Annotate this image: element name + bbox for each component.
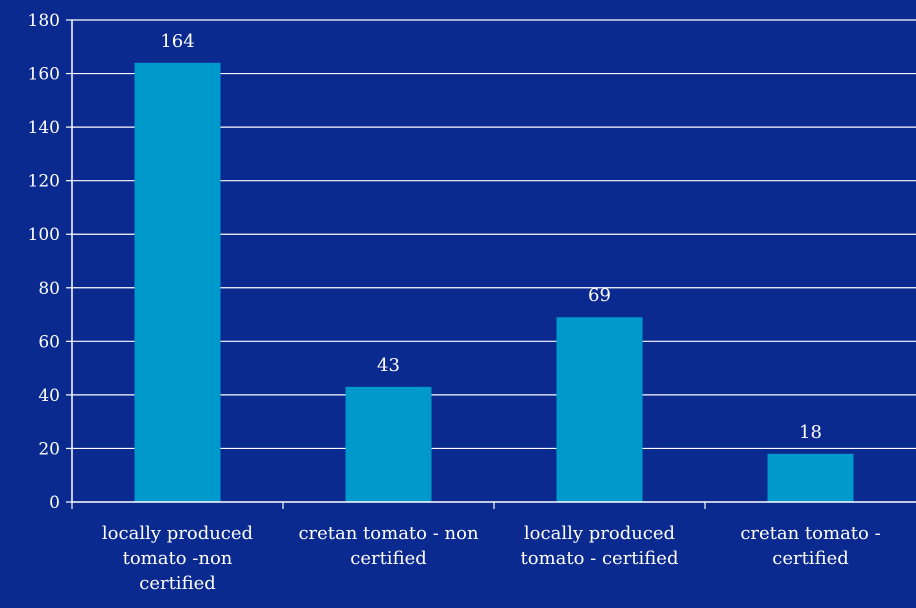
y-tick-label-40: 40 — [38, 386, 60, 406]
category-label-0: locally produced tomato -non certified — [102, 523, 253, 594]
category-label-0-line-0: locally produced — [102, 523, 253, 544]
labels: 0 20 40 60 80 100 120 140 160 180 164 locally produ… — [28, 11, 881, 594]
category-label-0-line-1: tomato -non — [123, 548, 233, 569]
y-tick-label-120: 120 — [28, 172, 60, 192]
bar-3 — [767, 453, 854, 502]
category-label-1-line-1: certified — [350, 548, 427, 569]
y-tick-label-60: 60 — [38, 332, 60, 352]
category-label-3-line-0: cretan tomato - — [740, 523, 880, 544]
bar-1 — [345, 386, 432, 502]
data-label-2: 69 — [588, 285, 611, 306]
y-tick-label-180: 180 — [28, 11, 60, 31]
y-tick-label-140: 140 — [28, 118, 60, 138]
category-label-2: locally produced tomato - certified — [521, 523, 679, 569]
category-label-2-line-1: tomato - certified — [521, 548, 679, 569]
y-tick-label-0: 0 — [49, 493, 60, 513]
axes — [66, 19, 916, 509]
bar-2 — [556, 317, 643, 502]
category-label-1-line-0: cretan tomato - non — [298, 523, 479, 544]
category-label-3: cretan tomato - certified — [740, 523, 880, 569]
category-label-1: cretan tomato - non certified — [298, 523, 479, 569]
data-label-1: 43 — [377, 355, 400, 376]
bars — [134, 62, 854, 502]
y-tick-label-80: 80 — [38, 279, 60, 299]
data-label-3: 18 — [799, 422, 822, 443]
y-tick-label-100: 100 — [28, 225, 60, 245]
bar-0 — [134, 62, 221, 502]
data-label-0: 164 — [160, 31, 194, 52]
category-label-3-line-1: certified — [772, 548, 849, 569]
category-label-2-line-0: locally produced — [524, 523, 675, 544]
y-tick-label-160: 160 — [28, 65, 60, 85]
category-label-0-line-2: certified — [139, 573, 216, 594]
y-tick-label-20: 20 — [38, 439, 60, 459]
